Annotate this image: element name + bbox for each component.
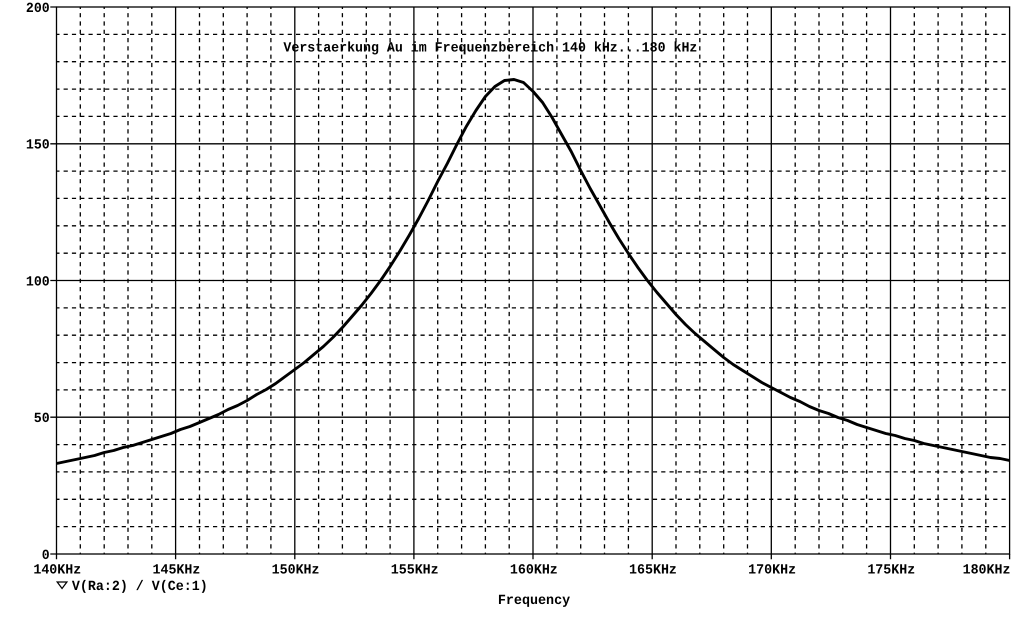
svg-text:160KHz: 160KHz bbox=[510, 562, 558, 578]
svg-text:100: 100 bbox=[26, 274, 50, 290]
svg-text:Frequency: Frequency bbox=[498, 593, 571, 609]
svg-text:180KHz: 180KHz bbox=[963, 562, 1011, 578]
svg-text:155KHz: 155KHz bbox=[391, 562, 439, 578]
svg-text:170KHz: 170KHz bbox=[748, 562, 796, 578]
svg-text:V(Ra:2) / V(Ce:1): V(Ra:2) / V(Ce:1) bbox=[72, 579, 208, 595]
svg-text:175KHz: 175KHz bbox=[867, 562, 915, 578]
svg-text:200: 200 bbox=[26, 1, 50, 17]
svg-text:150KHz: 150KHz bbox=[272, 562, 320, 578]
svg-text:Verstaerkung Au im Frequenzber: Verstaerkung Au im Frequenzbereich 140 k… bbox=[283, 41, 697, 57]
svg-text:140KHz: 140KHz bbox=[33, 562, 81, 578]
svg-text:150: 150 bbox=[26, 138, 50, 154]
svg-text:145KHz: 145KHz bbox=[152, 562, 200, 578]
svg-text:0: 0 bbox=[42, 548, 50, 564]
svg-text:50: 50 bbox=[34, 411, 50, 427]
svg-text:165KHz: 165KHz bbox=[629, 562, 677, 578]
